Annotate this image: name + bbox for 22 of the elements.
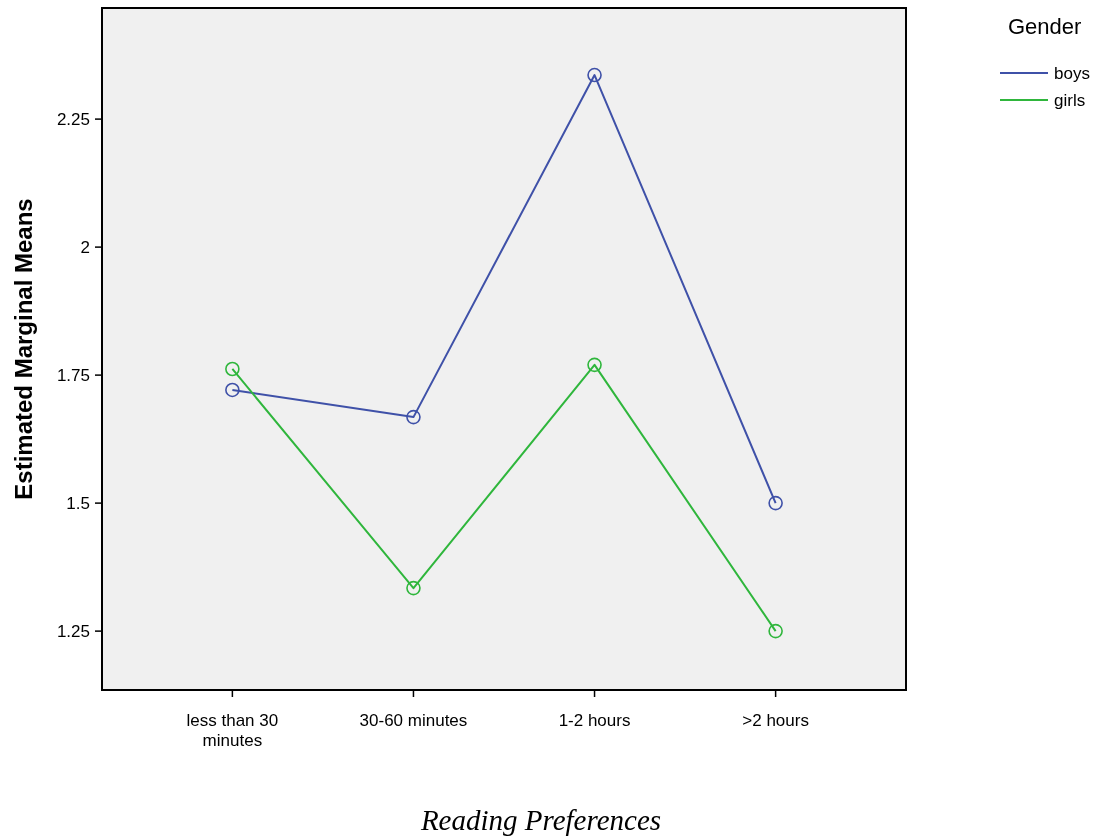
x-axis-title: Reading Preferences xyxy=(419,804,662,836)
y-tick-label: 2 xyxy=(80,238,90,258)
x-tick-label: 1-2 hours xyxy=(558,711,631,730)
x-tick-label: >2 hours xyxy=(742,711,809,730)
x-tick-label: less than 30 minutes xyxy=(186,711,279,751)
y-tick-label: 1.5 xyxy=(66,494,90,514)
point xyxy=(406,409,421,425)
legend-label: girls xyxy=(1054,90,1086,110)
point xyxy=(225,382,240,398)
legend-title: Gender xyxy=(1008,14,1082,39)
point xyxy=(587,357,602,373)
point xyxy=(768,623,783,639)
y-tick-label: 1.75 xyxy=(56,366,90,386)
y-tick-label: 2.25 xyxy=(56,110,90,130)
x-tick-label: 30-60 minutes xyxy=(359,711,468,730)
point xyxy=(768,495,783,511)
point xyxy=(587,67,602,83)
y-tick-label: 1.25 xyxy=(56,622,90,642)
y-axis-title: Estimated Marginal Means xyxy=(10,198,37,500)
point xyxy=(225,361,240,377)
legend-label: boys xyxy=(1054,63,1090,83)
point xyxy=(406,580,421,596)
